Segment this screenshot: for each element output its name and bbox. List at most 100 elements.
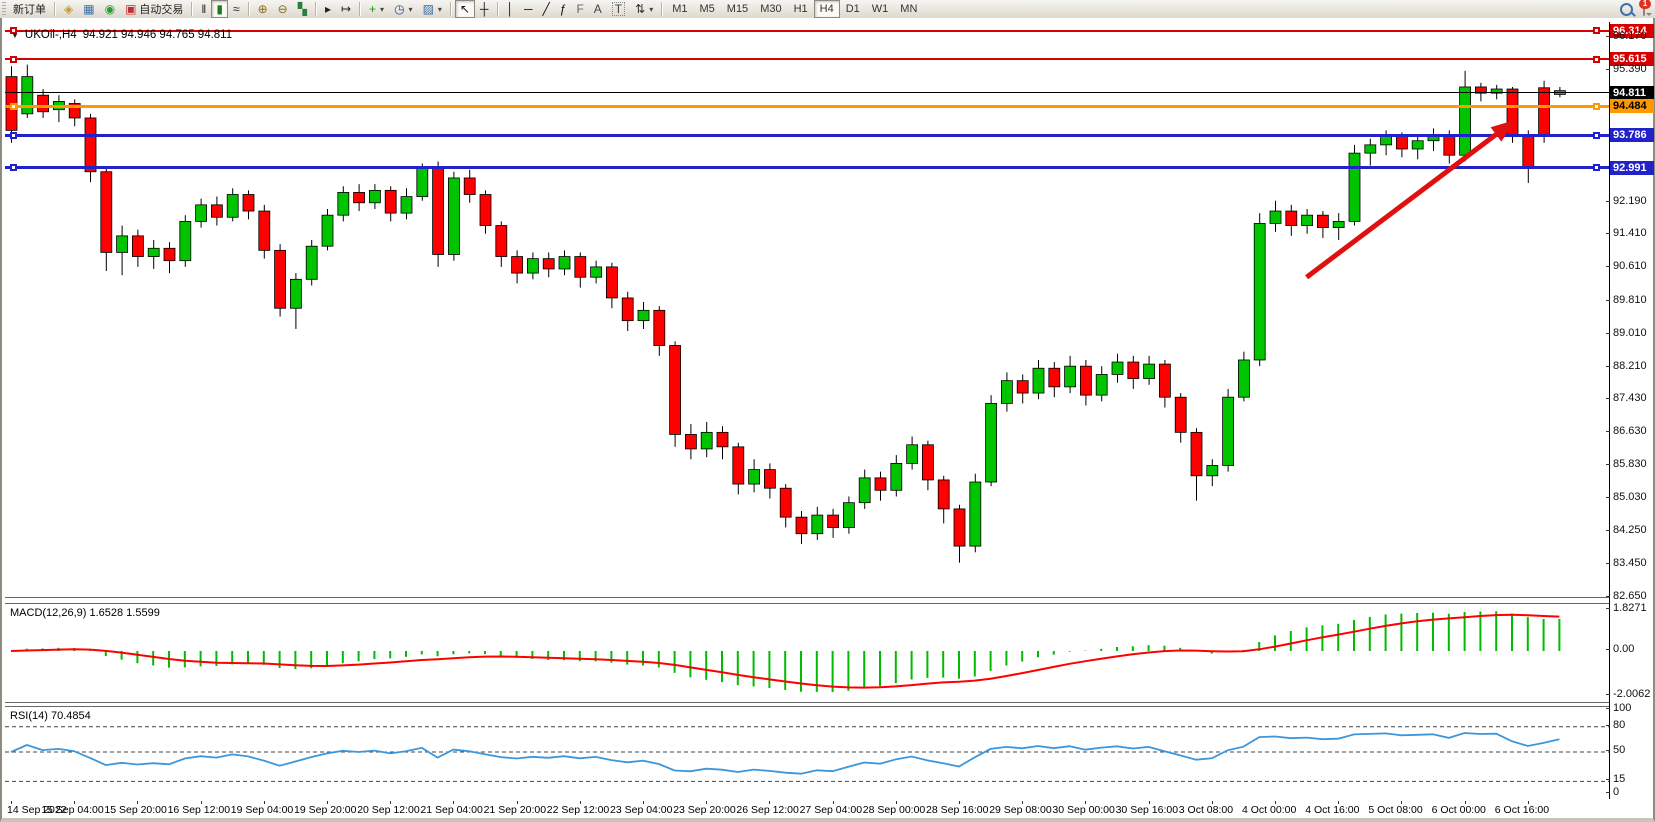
time-tick <box>327 801 328 804</box>
support-line-2-handle[interactable] <box>1593 164 1600 172</box>
candlestick-layer <box>5 64 1566 563</box>
pivot-line-handle[interactable] <box>10 102 17 110</box>
fibo-grid-icon[interactable]: F <box>571 0 588 18</box>
candle <box>479 190 492 234</box>
timeframe-mn[interactable]: MN <box>900 3 918 15</box>
time-axis-label: 19 Sep 04:00 <box>230 804 294 816</box>
timeframe-h4[interactable]: H4 <box>813 0 840 18</box>
add-indicator-button[interactable]: + ▾ <box>364 0 389 18</box>
time-axis-label: 30 Sep 00:00 <box>1052 804 1115 816</box>
trendline-icon[interactable]: ╱ <box>538 0 555 18</box>
resistance-line-1[interactable] <box>5 29 1609 32</box>
axis-tick <box>1606 497 1610 499</box>
bid-price-line[interactable] <box>5 92 1609 94</box>
price-pane[interactable]: ▼ UKOil-,H4 94.921 94.946 94.765 94.811 <box>5 22 1609 597</box>
notification-badge: 1 <box>1639 0 1651 9</box>
new-chart-icon[interactable]: ▦ <box>78 0 99 18</box>
autotrading-button[interactable]: ▣ 自动交易 <box>120 0 188 18</box>
sep2 <box>191 2 194 16</box>
chart-shift-icon[interactable]: ↦ <box>336 0 356 18</box>
support-line-1-handle[interactable] <box>1593 131 1600 139</box>
support-line-2[interactable] <box>5 166 1609 170</box>
layers-icon[interactable]: ◈ <box>59 0 78 18</box>
tile-windows-icon[interactable]: ▚ <box>293 0 312 18</box>
timeframe-d1[interactable]: D1 <box>845 3 860 15</box>
timeframe-m5[interactable]: M5 <box>699 3 715 15</box>
timeframe-m15[interactable]: M15 <box>726 3 749 15</box>
candle <box>621 291 634 332</box>
pivot-line-handle[interactable] <box>1593 102 1600 110</box>
time-axis-label: 21 Sep 04:00 <box>420 804 483 816</box>
zoom-out-icon[interactable]: ⊖ <box>273 0 293 18</box>
resistance-line-1-handle[interactable] <box>10 27 17 35</box>
new-order-button[interactable]: 新订单 <box>8 0 51 18</box>
resistance-line-1-handle[interactable] <box>1593 27 1600 35</box>
support-line-1-handle[interactable] <box>10 131 17 139</box>
timeframe-m30[interactable]: M30 <box>760 3 782 15</box>
price-tick-label: 90.610 <box>1613 260 1647 273</box>
text-icon[interactable]: A <box>589 0 607 18</box>
toolbar-drag-handle[interactable] <box>2 2 6 16</box>
macd-pane[interactable]: MACD(12,26,9) 1.6528 1.5599 <box>5 604 1609 702</box>
price-tick-label: 87.430 <box>1613 392 1647 405</box>
crosshair-icon[interactable]: ┼ <box>475 0 494 18</box>
candle <box>147 240 160 269</box>
candle <box>1111 353 1124 383</box>
support-line-1[interactable] <box>5 133 1609 137</box>
new-order-button-label: 新订单 <box>13 4 46 16</box>
search-icon[interactable] <box>1620 2 1633 16</box>
period-clock-button[interactable]: ◷ ▾ <box>389 0 418 18</box>
period-clock-button-dropdown-icon[interactable]: ▾ <box>408 4 413 14</box>
arrows-icon-dropdown-icon[interactable]: ▾ <box>649 4 654 14</box>
notifications-button[interactable]: 1 <box>1639 0 1651 16</box>
resistance-line-2-handle[interactable] <box>10 55 17 63</box>
pane-separator[interactable] <box>5 597 1609 604</box>
price-tick-label: 83.450 <box>1613 556 1647 569</box>
horizontal-line-icon[interactable]: ─ <box>519 0 538 18</box>
arrows-icon[interactable]: ⇅ ▾ <box>630 0 658 18</box>
candle <box>100 167 113 272</box>
candle <box>1269 200 1282 232</box>
template-button-dropdown-icon[interactable]: ▾ <box>437 4 442 14</box>
add-indicator-button-dropdown-icon[interactable]: ▾ <box>380 4 385 14</box>
timeframe-w1[interactable]: W1 <box>871 3 889 15</box>
line-chart-icon[interactable]: ≈ <box>228 0 245 18</box>
pivot-line[interactable] <box>5 104 1609 108</box>
timeframe-h1[interactable]: H1 <box>793 3 808 15</box>
candle <box>1001 372 1013 412</box>
candle <box>1253 213 1266 367</box>
time-tick <box>1148 801 1150 804</box>
sep5 <box>359 2 362 16</box>
cursor-icon[interactable]: ↖ <box>454 0 475 18</box>
candle <box>163 242 176 274</box>
candle <box>1522 130 1535 183</box>
time-axis-label: 28 Sep 16:00 <box>926 804 989 816</box>
text-label-icon[interactable]: T <box>607 0 630 18</box>
fibonacci-icon[interactable]: ƒ <box>555 0 572 18</box>
support-line-1-price-badge: 93.786 <box>1610 128 1654 143</box>
candlestick-chart-icon[interactable]: ▮ <box>211 0 228 18</box>
bar-chart-icon[interactable]: ‖ <box>196 0 211 18</box>
axis-tick <box>1606 332 1610 334</box>
time-tick <box>643 801 644 804</box>
support-line-2-handle[interactable] <box>10 164 17 172</box>
rsi-pane[interactable]: RSI(14) 70.4854 <box>5 707 1609 803</box>
rsi-axis-label: 0 <box>1613 786 1620 798</box>
candle <box>1301 208 1313 234</box>
candle <box>447 171 460 261</box>
timeframe-m1[interactable]: M1 <box>672 3 688 15</box>
price-axis[interactable]: 96.314 95.615 94.811 94.484 93.786 92.991 96.1… <box>1606 22 1654 799</box>
resistance-line-2[interactable] <box>5 58 1609 61</box>
candle <box>353 184 366 212</box>
pane-separator[interactable] <box>5 702 1609 707</box>
template-button[interactable]: ▨ ▾ <box>418 0 447 18</box>
resistance-line-2-handle[interactable] <box>1593 55 1600 63</box>
candle <box>1174 393 1187 443</box>
vertical-line-icon[interactable]: │ <box>502 0 520 18</box>
time-axis[interactable]: 14 Sep 2022 15 Sep 04:00 15 Sep 20:00 16 Se… <box>5 801 1609 819</box>
zoom-in-icon[interactable]: ⊕ <box>253 0 273 18</box>
auto-scroll-icon[interactable]: ▸ <box>320 0 336 18</box>
signal-icon[interactable]: ◉ <box>100 0 120 18</box>
cursor-icon: ↖ <box>459 2 470 16</box>
symbol-dropdown-icon[interactable]: ▼ <box>11 30 19 40</box>
